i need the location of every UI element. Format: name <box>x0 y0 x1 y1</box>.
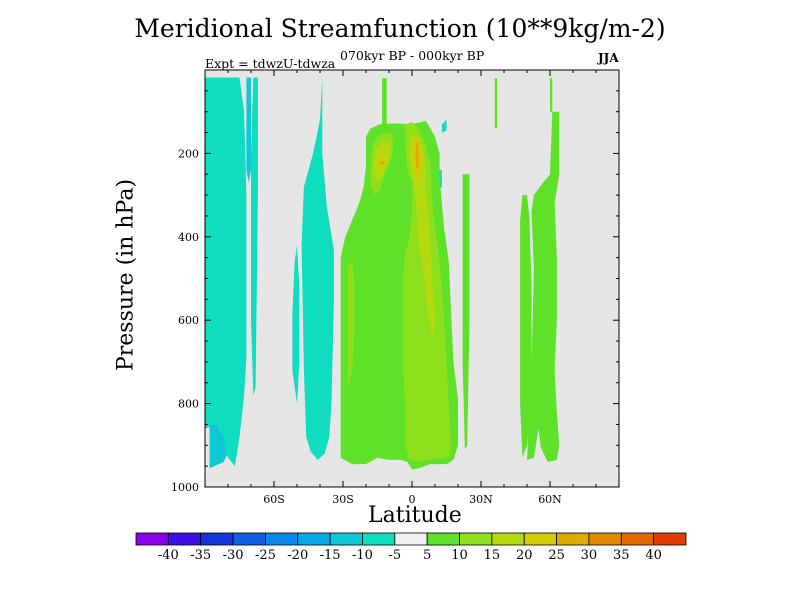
y-tick-label: 800 <box>178 398 199 411</box>
y-tick-label: 600 <box>178 314 199 327</box>
y-tick-label: 1000 <box>171 481 199 494</box>
contour-region <box>462 174 470 450</box>
colorbar-label: 20 <box>516 548 533 563</box>
colorbar-label: -35 <box>190 548 211 563</box>
season-label: JJA <box>598 51 619 65</box>
contour-region <box>550 78 553 112</box>
chart-subtitle: 070kyr BP - 000kyr BP <box>340 48 485 63</box>
colorbar-swatch <box>588 532 622 546</box>
colorbar-swatch <box>135 532 169 546</box>
colorbar-label: 5 <box>423 548 431 563</box>
colorbar-label: 15 <box>484 548 501 563</box>
contour-region <box>415 143 419 171</box>
contour-region <box>301 78 334 460</box>
contour-region <box>379 160 385 165</box>
contour-layer <box>205 77 560 470</box>
x-tick-label: 60S <box>263 493 285 506</box>
colorbar-swatch <box>556 532 590 546</box>
colorbar-swatch <box>459 532 493 546</box>
colorbar-label: 35 <box>613 548 630 563</box>
colorbar-label: -5 <box>388 548 401 563</box>
contour-region <box>251 77 258 396</box>
colorbar-swatch <box>426 532 460 546</box>
chart-title: Meridional Streamfunction (10**9kg/m-2) <box>134 14 666 43</box>
colorbar-label: 10 <box>451 548 468 563</box>
colorbar-swatch <box>167 532 202 546</box>
x-tick-label: 30N <box>469 493 493 506</box>
colorbar-swatch <box>523 532 557 546</box>
colorbar-label: -40 <box>158 548 179 563</box>
contour-region <box>246 77 251 183</box>
contour-region <box>382 78 387 137</box>
contour-region <box>292 245 300 404</box>
colorbar-label: 40 <box>645 548 662 563</box>
colorbar-swatch <box>362 532 396 546</box>
colorbar-label: -25 <box>255 548 276 563</box>
x-axis-title: Latitude <box>368 503 462 528</box>
colorbar-label: -10 <box>352 548 373 563</box>
y-tick-label: 400 <box>178 231 199 244</box>
colorbar-label: 25 <box>548 548 565 563</box>
experiment-label: Expt = tdwzU-tdwza <box>205 56 336 71</box>
contour-region <box>520 195 532 458</box>
x-tick-label: 60N <box>538 493 562 506</box>
contour-region <box>356 245 362 287</box>
colorbar-swatch <box>232 532 266 546</box>
colorbar-swatch <box>329 532 363 546</box>
colorbar-swatch <box>620 532 655 546</box>
colorbar-label: -15 <box>320 548 341 563</box>
contour-region <box>205 77 247 467</box>
colorbar-label: -30 <box>223 548 244 563</box>
y-tick-label: 200 <box>178 147 199 160</box>
contour-region <box>409 132 435 337</box>
colorbar-label: -20 <box>287 548 308 563</box>
colorbar-label: 30 <box>581 548 598 563</box>
contour-region <box>347 261 355 387</box>
colorbar-swatch <box>653 532 687 546</box>
colorbar-swatch <box>297 532 331 546</box>
x-tick-label: 0 <box>409 493 416 506</box>
contour-region <box>441 120 447 133</box>
contour-region <box>494 78 498 129</box>
colorbar-swatch <box>491 532 525 546</box>
colorbar-swatch <box>265 532 299 546</box>
x-tick-label: 30S <box>332 493 354 506</box>
colorbar-swatch <box>200 532 234 546</box>
colorbar: -40 -35 -30 -25 -20 -15 -10 -5 5 10 15 20 25 30 35 40 <box>135 532 687 563</box>
contour-region <box>527 111 560 462</box>
colorbar-swatch <box>394 532 428 546</box>
